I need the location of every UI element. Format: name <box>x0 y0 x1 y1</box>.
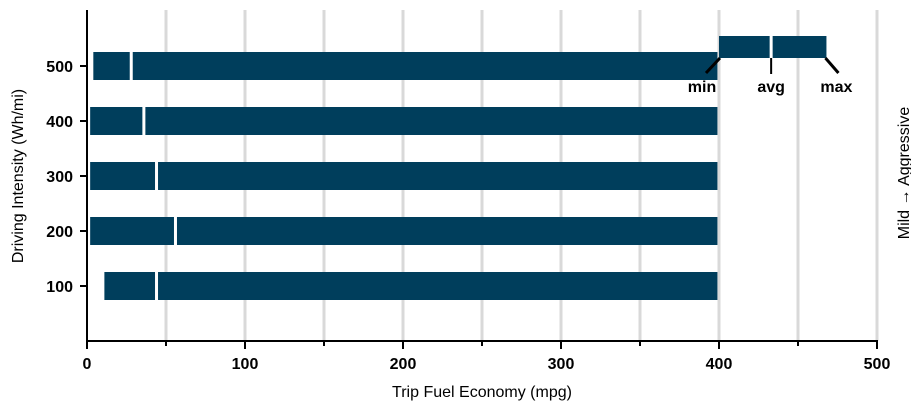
x-tick-label-100: 100 <box>232 356 259 373</box>
x-tick-label-200: 200 <box>390 356 417 373</box>
legend: min avg max <box>688 35 853 96</box>
axes: 0 100 200 300 400 500 100 200 300 400 500 <box>46 10 890 373</box>
x-tick-label-0: 0 <box>83 356 92 373</box>
legend-min-pointer <box>704 56 722 75</box>
y-tick-label-500: 500 <box>46 59 73 76</box>
y-axis-title: Driving Intensity (Wh/mi) <box>10 89 27 263</box>
legend-bar <box>719 36 827 58</box>
intensity-direction-label: Mild → Aggressive <box>896 107 911 240</box>
bar-100 <box>104 272 718 300</box>
bar-200 <box>90 217 718 245</box>
x-axis-title: Trip Fuel Economy (mpg) <box>392 384 572 401</box>
legend-label-min: min <box>688 79 716 96</box>
x-tick-label-500: 500 <box>864 356 891 373</box>
y-tick-label-300: 300 <box>46 169 73 186</box>
y-tick-label-400: 400 <box>46 114 73 131</box>
legend-label-avg: avg <box>757 79 785 96</box>
bar-500 <box>93 52 718 80</box>
y-tick-label-200: 200 <box>46 224 73 241</box>
x-tick-label-300: 300 <box>548 356 575 373</box>
bars <box>90 51 718 301</box>
bar-300 <box>90 162 718 190</box>
legend-label-max: max <box>820 79 852 96</box>
y-tick-label-100: 100 <box>46 279 73 296</box>
x-tick-label-400: 400 <box>706 356 733 373</box>
legend-max-pointer <box>824 57 840 74</box>
bar-400 <box>90 107 718 135</box>
